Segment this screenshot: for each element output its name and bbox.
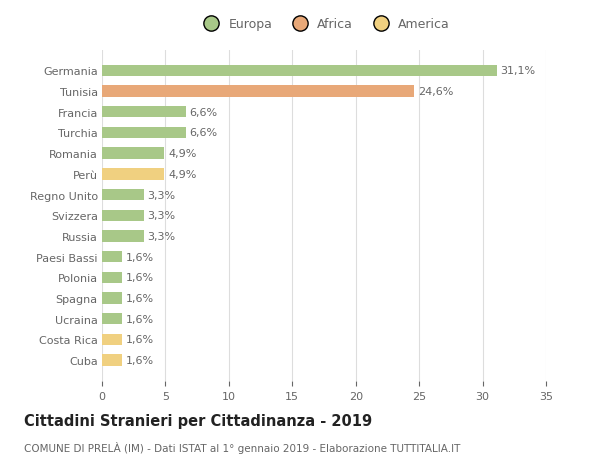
Bar bbox=[102, 86, 414, 97]
Text: 1,6%: 1,6% bbox=[126, 293, 154, 303]
Text: 1,6%: 1,6% bbox=[126, 335, 154, 345]
Text: 1,6%: 1,6% bbox=[126, 355, 154, 365]
Bar bbox=[102, 148, 164, 159]
Text: 6,6%: 6,6% bbox=[190, 128, 218, 138]
Bar bbox=[102, 107, 186, 118]
Text: 6,6%: 6,6% bbox=[190, 107, 218, 118]
Text: 4,9%: 4,9% bbox=[168, 149, 196, 159]
Bar bbox=[102, 355, 122, 366]
Bar bbox=[102, 210, 144, 221]
Text: 24,6%: 24,6% bbox=[418, 87, 453, 97]
Bar bbox=[102, 128, 186, 139]
Bar bbox=[102, 231, 144, 242]
Bar bbox=[102, 190, 144, 201]
Text: 1,6%: 1,6% bbox=[126, 273, 154, 283]
Text: 31,1%: 31,1% bbox=[500, 66, 535, 76]
Bar bbox=[102, 169, 164, 180]
Bar bbox=[102, 293, 122, 304]
Text: COMUNE DI PRELÀ (IM) - Dati ISTAT al 1° gennaio 2019 - Elaborazione TUTTITALIA.I: COMUNE DI PRELÀ (IM) - Dati ISTAT al 1° … bbox=[24, 441, 460, 453]
Text: 1,6%: 1,6% bbox=[126, 252, 154, 262]
Text: 4,9%: 4,9% bbox=[168, 169, 196, 179]
Bar bbox=[102, 272, 122, 283]
Text: Cittadini Stranieri per Cittadinanza - 2019: Cittadini Stranieri per Cittadinanza - 2… bbox=[24, 413, 372, 428]
Bar bbox=[102, 66, 497, 77]
Text: 3,3%: 3,3% bbox=[148, 211, 176, 221]
Text: 1,6%: 1,6% bbox=[126, 314, 154, 324]
Bar bbox=[102, 334, 122, 345]
Text: 3,3%: 3,3% bbox=[148, 231, 176, 241]
Text: 3,3%: 3,3% bbox=[148, 190, 176, 200]
Legend: Europa, Africa, America: Europa, Africa, America bbox=[198, 18, 450, 31]
Bar bbox=[102, 252, 122, 263]
Bar bbox=[102, 313, 122, 325]
